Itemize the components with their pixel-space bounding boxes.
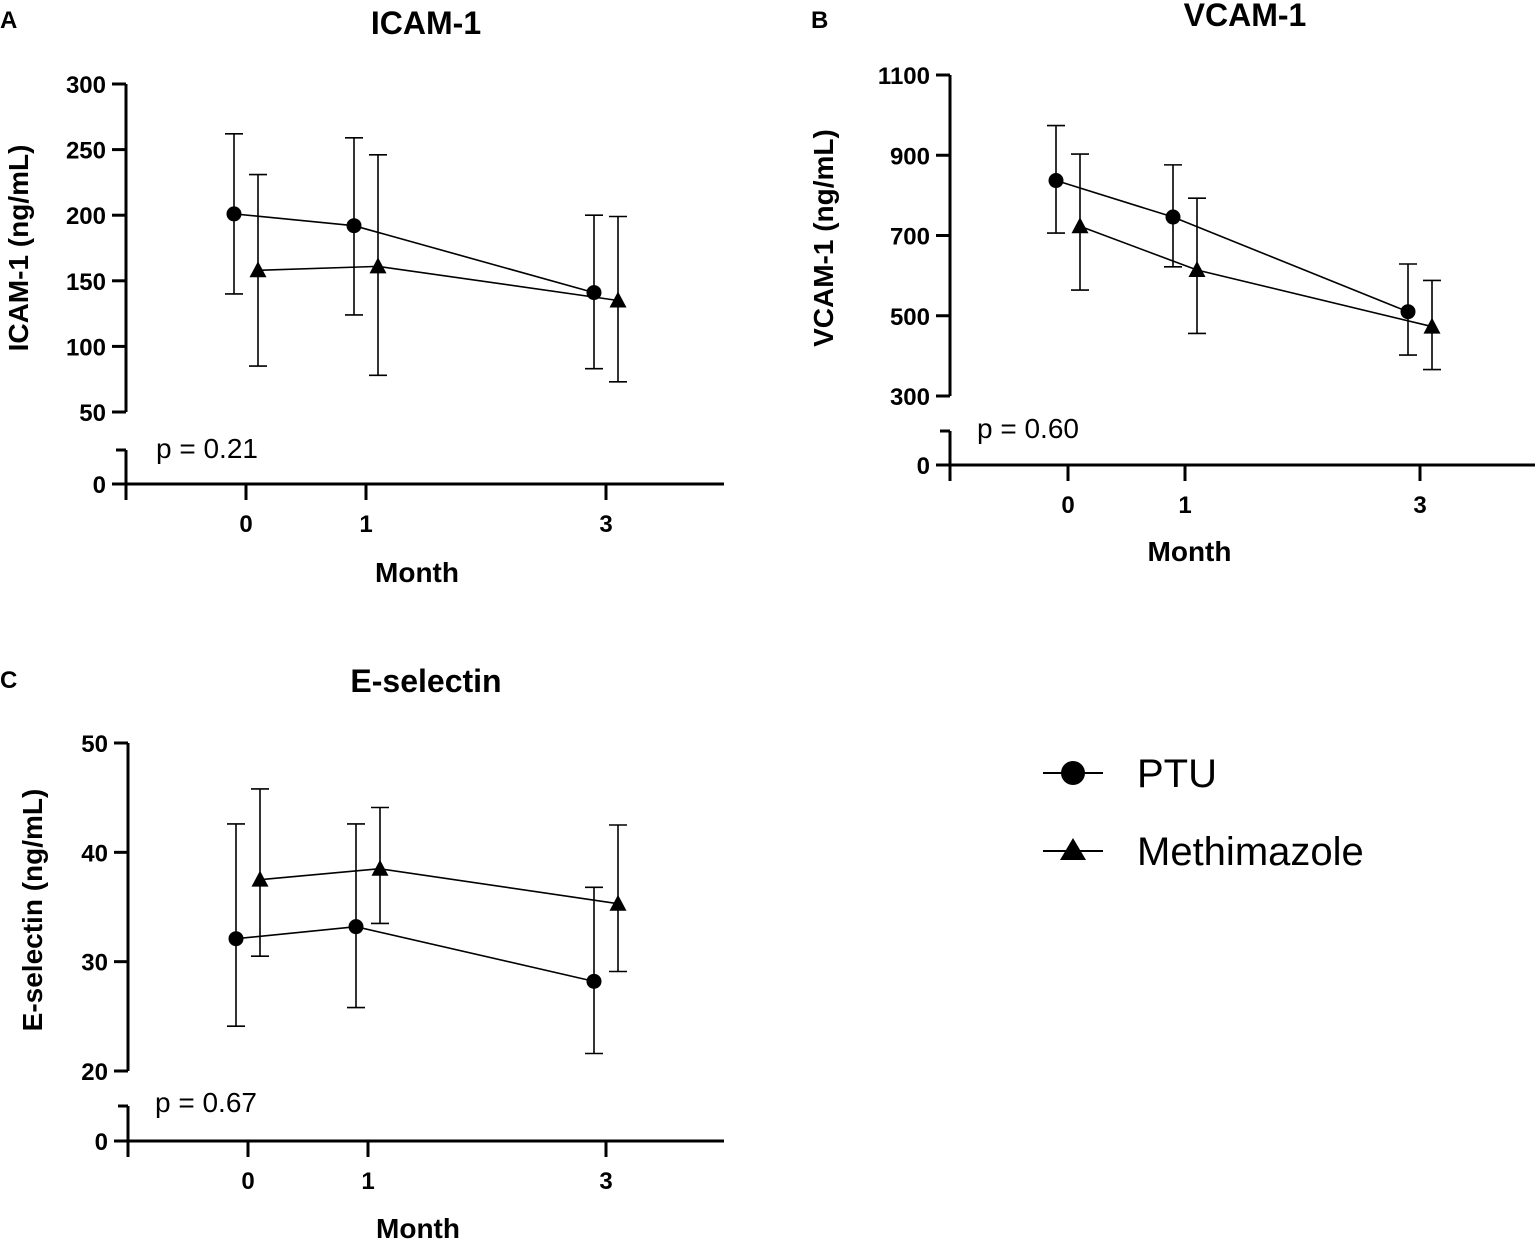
- y-tick-label: 150: [66, 269, 106, 296]
- y-tick-label: 50: [79, 400, 106, 427]
- y-tick-label: 250: [66, 138, 106, 165]
- panel-letter: A: [0, 7, 17, 34]
- data-point-circle: [1048, 173, 1064, 189]
- series-line: [235, 925, 595, 983]
- p-value-annotation: p = 0.60: [977, 413, 1079, 444]
- series-methimazole: [251, 788, 627, 973]
- series-line: [1079, 225, 1433, 328]
- data-point-triangle: [1071, 217, 1089, 234]
- y-tick-label: 200: [66, 203, 106, 230]
- y-tick-label: 30: [81, 950, 108, 977]
- x-axis-label: Month: [375, 557, 459, 588]
- y-tick-label: 1100: [878, 63, 930, 90]
- x-tick-label: 0: [239, 511, 252, 538]
- y-tick-label: 300: [66, 72, 106, 99]
- x-tick-label: 0: [241, 1168, 254, 1195]
- data-point-circle: [346, 218, 362, 234]
- data-point-triangle: [371, 859, 389, 876]
- data-point-triangle: [251, 870, 269, 887]
- data-point-circle: [586, 973, 602, 989]
- p-value-annotation: p = 0.67: [155, 1087, 257, 1118]
- legend-marker-circle: [1061, 761, 1085, 785]
- y-tick-label: 50: [81, 731, 108, 758]
- y-tick-label: 900: [890, 143, 930, 170]
- x-tick-label: 1: [1178, 492, 1191, 519]
- data-point-triangle: [1188, 261, 1206, 278]
- x-tick-label: 3: [599, 1168, 612, 1195]
- chart-title: VCAM-1: [1184, 0, 1307, 33]
- data-point-circle: [348, 919, 364, 935]
- legend-marker-triangle: [1060, 838, 1086, 860]
- y-tick-label: 300: [890, 384, 930, 411]
- y-tick-label: 500: [890, 304, 930, 331]
- x-tick-label: 3: [1413, 492, 1426, 519]
- y-axis-label: VCAM-1 (ng/mL): [808, 129, 839, 347]
- series-line: [1055, 179, 1409, 313]
- chart-title: ICAM-1: [371, 5, 481, 41]
- series-line: [259, 867, 619, 905]
- y-tick-label: 20: [81, 1059, 108, 1086]
- y-tick-label-zero: 0: [95, 1129, 108, 1156]
- data-point-circle: [226, 206, 242, 222]
- x-axis-label: Month: [376, 1213, 460, 1242]
- legend-label: Methimazole: [1137, 830, 1364, 874]
- legend-item-methimazole: Methimazole: [1043, 830, 1364, 874]
- x-tick-label: 3: [599, 511, 612, 538]
- data-point-circle: [1165, 209, 1181, 225]
- data-point-triangle: [249, 261, 267, 278]
- x-tick-label: 1: [359, 511, 372, 538]
- y-tick-label: 40: [81, 840, 108, 867]
- data-point-circle: [1400, 304, 1416, 320]
- series-ptu: [225, 133, 603, 370]
- legend-label: PTU: [1137, 752, 1217, 796]
- p-value-annotation: p = 0.21: [156, 433, 258, 464]
- y-axis-label: E-selectin (ng/mL): [17, 789, 48, 1032]
- y-axis-label: ICAM-1 (ng/mL): [3, 145, 34, 352]
- series-ptu: [227, 823, 603, 1055]
- panel-letter: C: [0, 667, 17, 694]
- panel-c: C E-selectin 50 40 30 20 0 0 1 3 E-selectin (ng/mL…: [0, 663, 724, 1242]
- data-point-triangle: [1423, 317, 1441, 334]
- x-tick-label: 0: [1061, 492, 1074, 519]
- series-line: [233, 213, 595, 294]
- y-tick-label-zero: 0: [917, 453, 930, 480]
- series-methimazole: [1071, 153, 1441, 371]
- series-methimazole: [249, 154, 627, 383]
- panel-b: B VCAM-1 1100 900 700 500 300 0 0 1 3 VCAM-1 (ng/mL…: [808, 0, 1535, 567]
- series-ptu: [1047, 124, 1417, 356]
- data-point-triangle: [369, 257, 387, 274]
- data-point-circle: [228, 931, 244, 947]
- x-axis-label: Month: [1148, 536, 1232, 567]
- y-tick-label: 100: [66, 334, 106, 361]
- y-tick-label-zero: 0: [93, 472, 106, 499]
- y-tick-label: 700: [890, 224, 930, 251]
- panel-a: A ICAM-1 300 250 200 150 100 50 0 0 1 3 ICAM-1 (ng/m…: [0, 5, 724, 588]
- data-point-triangle: [609, 291, 627, 308]
- legend-item-ptu: PTU: [1043, 752, 1217, 796]
- panel-letter: B: [811, 7, 828, 34]
- data-point-triangle: [609, 894, 627, 911]
- legend: PTU Methimazole: [1043, 752, 1364, 874]
- x-tick-label: 1: [361, 1168, 374, 1195]
- chart-title: E-selectin: [350, 663, 501, 699]
